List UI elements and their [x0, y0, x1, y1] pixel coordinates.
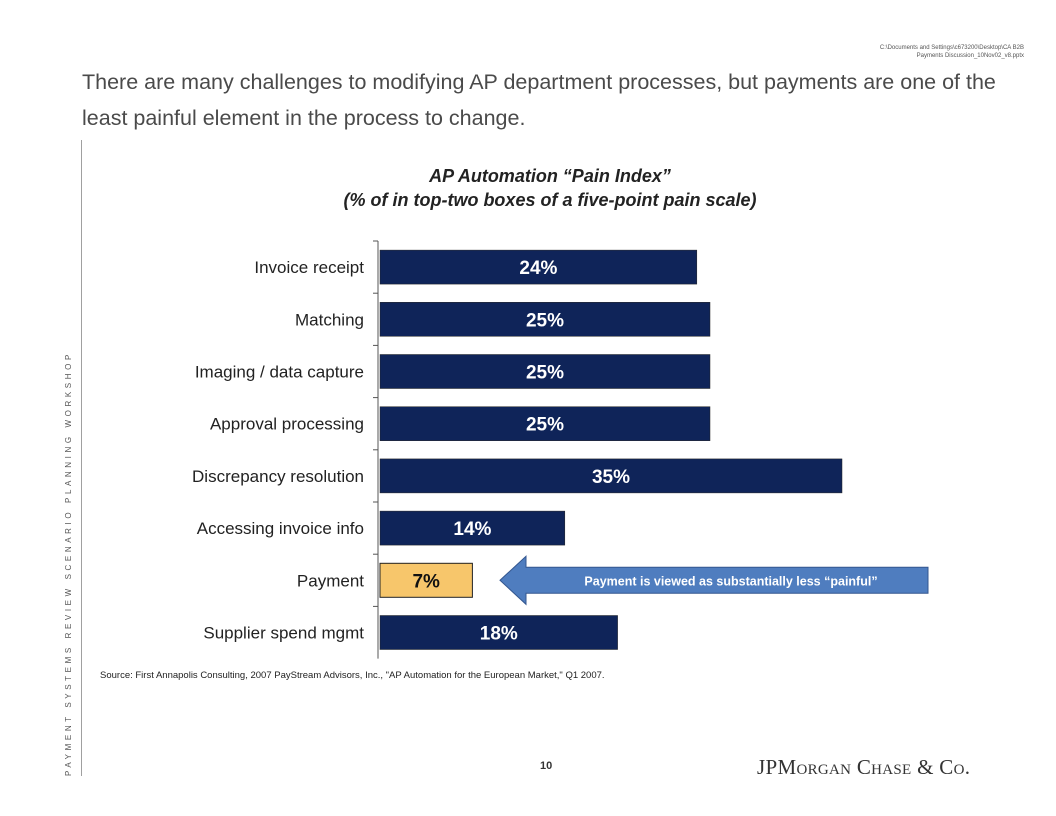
source-note: Source: First Annapolis Consulting, 2007… [100, 670, 605, 681]
category-label: Invoice receipt [254, 258, 364, 277]
bar [379, 458, 843, 494]
category-label: Approval processing [210, 415, 364, 434]
category-label: Discrepancy resolution [192, 467, 364, 486]
file-path: C:\Documents and Settings\c673200\Deskto… [724, 44, 1024, 60]
category-label: Matching [295, 310, 364, 329]
data-label: 25% [526, 363, 564, 384]
data-label: 7% [412, 571, 440, 592]
page-number: 10 [540, 760, 553, 772]
data-label: 24% [519, 258, 557, 279]
category-label: Accessing invoice info [197, 519, 364, 538]
slide-headline: There are many challenges to modifying A… [82, 70, 996, 130]
bar [379, 562, 473, 598]
category-label: Imaging / data capture [195, 363, 364, 382]
bar [379, 406, 711, 441]
data-label: 14% [453, 519, 491, 540]
file-path-line1: C:\Documents and Settings\c673200\Deskto… [879, 45, 1024, 51]
data-label: 25% [526, 310, 564, 331]
vertical-divider [81, 140, 82, 776]
jpmorgan-chase-logo: JPMORGAN CHASE & CO. [757, 755, 971, 779]
bar [379, 249, 698, 285]
data-label: 25% [526, 415, 564, 436]
bar [379, 510, 566, 546]
bar [379, 302, 711, 337]
bar [379, 615, 618, 650]
chart-title-line1: AP Automation “Pain Index” [429, 166, 671, 186]
data-label: 18% [480, 624, 518, 645]
chart-title: AP Automation “Pain Index” (% of in top-… [200, 164, 900, 212]
bar [379, 354, 711, 389]
category-label: Supplier spend mgmt [203, 624, 364, 643]
callout-text: Payment is viewed as substantially less … [584, 574, 877, 588]
callout-arrow [499, 555, 929, 606]
data-label: 35% [592, 467, 630, 488]
file-path-line2: Payments Discussion_10Nov02_v8.pptx [916, 53, 1024, 59]
chart-subtitle: (% of in top-two boxes of a five-point p… [343, 190, 757, 210]
category-label: Payment [297, 571, 364, 590]
